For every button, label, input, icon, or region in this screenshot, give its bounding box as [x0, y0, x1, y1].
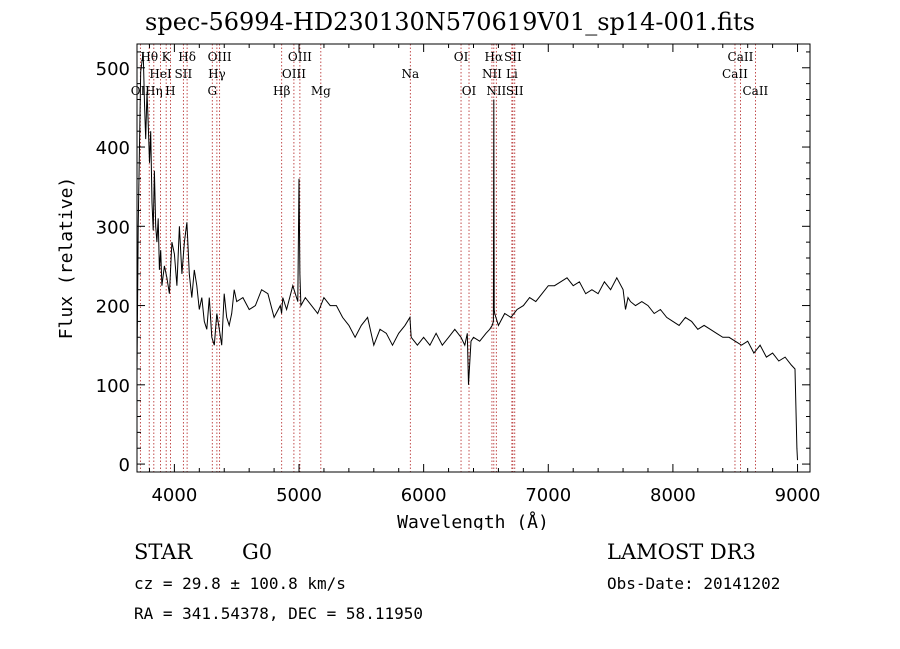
y-tick-label: 300	[96, 217, 130, 238]
line-markers	[139, 44, 756, 472]
x-tick-label: 7000	[525, 485, 571, 506]
x-axis-label: Wavelength (Å)	[397, 511, 549, 530]
x-tick-label: 5000	[276, 485, 322, 506]
line-marker-label: K	[162, 50, 172, 64]
line-marker-label: Na	[401, 67, 419, 81]
x-tick-label: 9000	[775, 485, 821, 506]
line-marker-label: Hγ	[208, 67, 226, 81]
line-marker-label: OIII	[208, 50, 232, 64]
x-axis-ticks: 4000 5000 6000 7000 8000 9000	[148, 44, 821, 506]
coordinates-text: RA = 341.54378, DEC = 58.11950	[134, 604, 423, 623]
line-marker-label: Hδ	[178, 50, 196, 64]
y-tick-label: 400	[96, 138, 130, 159]
x-tick-label: 4000	[151, 485, 197, 506]
spectrum-line	[136, 51, 798, 461]
line-marker-label: Mg	[311, 84, 331, 98]
line-marker-label: Li	[506, 67, 518, 81]
line-marker-label: OIII	[288, 50, 312, 64]
y-axis-ticks: 0 100 200 300 400 500	[96, 51, 810, 476]
line-marker-label: OI	[462, 84, 477, 98]
line-marker-label: OIII	[282, 67, 306, 81]
line-marker-label: H	[165, 84, 175, 98]
spectrum-chart: HθOIIHηHeIKHSIIHδGHγOIIIHβOIIIOIIIMgNaOI…	[56, 43, 821, 530]
line-marker-label: CaII	[722, 67, 748, 81]
chart-title: spec-56994-HD230130N570619V01_sp14-001.f…	[145, 8, 755, 36]
object-class: STAR	[134, 540, 193, 564]
line-marker-label: OI	[454, 50, 469, 64]
obs-date: Obs-Date: 20141202	[607, 574, 781, 593]
y-axis-label: Flux (relative)	[56, 177, 77, 340]
line-marker-label: Hα	[485, 50, 504, 64]
line-marker-label: Hη	[145, 84, 163, 98]
line-marker-label: SII	[506, 84, 524, 98]
line-marker-labels: HθOIIHηHeIKHSIIHδGHγOIIIHβOIIIOIIIMgNaOI…	[131, 50, 769, 98]
line-marker-label: G	[207, 84, 217, 98]
x-tick-label: 8000	[650, 485, 696, 506]
redshift-text: cz = 29.8 ± 100.8 km/s	[134, 574, 346, 593]
line-marker-label: CaII	[742, 84, 768, 98]
y-tick-label: 0	[119, 455, 130, 476]
survey-name: LAMOST DR3	[607, 540, 756, 564]
line-marker-label: SII	[504, 50, 522, 64]
line-marker-label: Hθ	[140, 50, 158, 64]
y-tick-label: 100	[96, 376, 130, 397]
line-marker-label: NII	[482, 67, 502, 81]
line-marker-label: HeI	[149, 67, 172, 81]
y-tick-label: 200	[96, 297, 130, 318]
x-tick-label: 6000	[401, 485, 447, 506]
plot-frame	[136, 43, 811, 473]
line-marker-label: NII	[486, 84, 506, 98]
object-subclass: G0	[242, 540, 273, 564]
line-marker-label: Hβ	[273, 84, 290, 98]
line-marker-label: SII	[175, 67, 193, 81]
y-tick-label: 500	[96, 59, 130, 80]
line-marker-label: CaII	[728, 50, 754, 64]
